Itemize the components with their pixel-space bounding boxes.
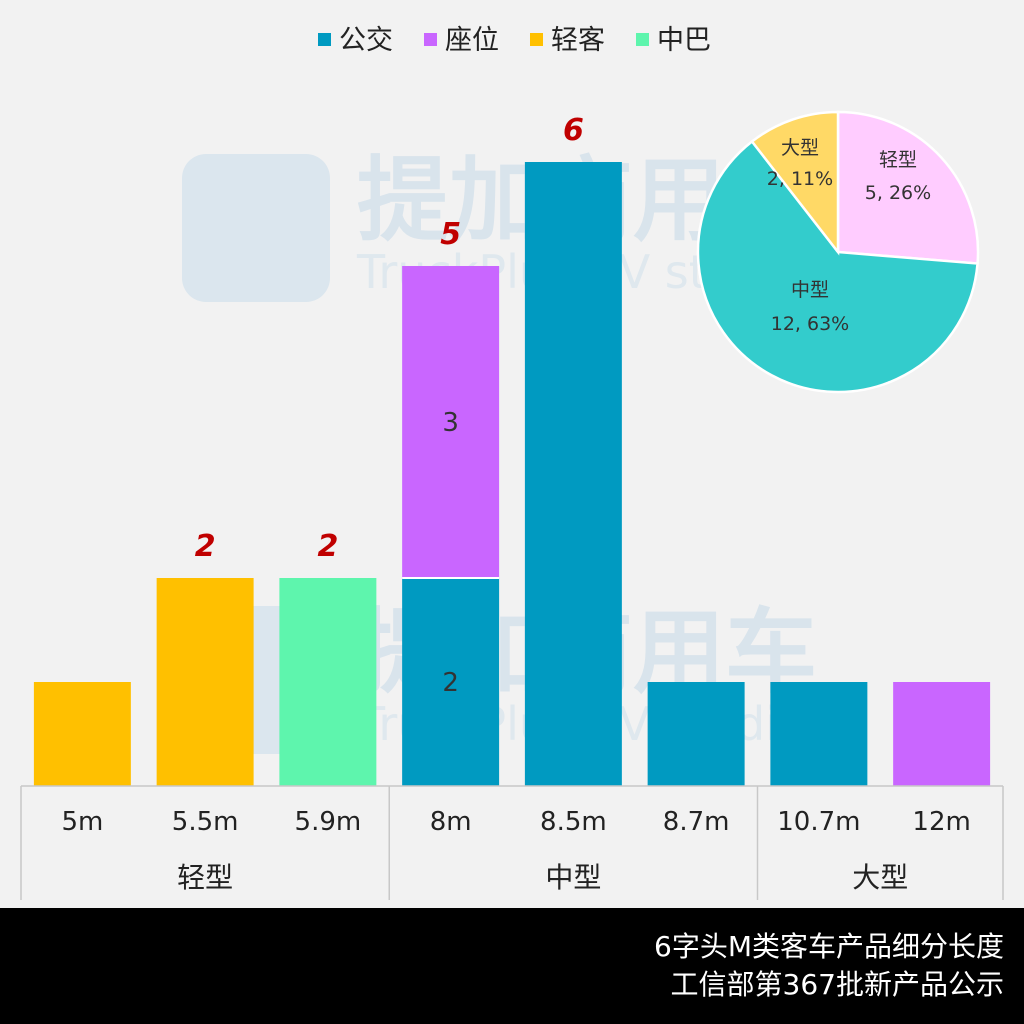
group-label: 轻型 xyxy=(177,861,233,894)
legend-swatch xyxy=(318,33,331,46)
bar-5.5m-轻客 xyxy=(156,578,254,786)
group-label: 中型 xyxy=(545,861,601,894)
pie-label-value: 2, 11% xyxy=(767,168,833,190)
total-label: 2 xyxy=(317,529,338,564)
legend-label: 公交 xyxy=(339,25,393,56)
pie-label-name: 轻型 xyxy=(879,149,917,171)
bar-8.7m-公交 xyxy=(647,682,745,786)
pie-slice-中型 xyxy=(696,139,979,394)
legend-label: 座位 xyxy=(445,25,499,56)
data-labels: 2 2 5 6 2 3 xyxy=(195,113,584,698)
bar-8m-公交 xyxy=(402,578,500,786)
pie-chart: 轻型 5, 26% 中型 12, 63% 大型 2, 11% xyxy=(696,110,980,394)
legend-swatch xyxy=(424,33,437,46)
footer: 6字头M类客车产品细分长度 工信部第367批新产品公示 xyxy=(0,908,1024,1024)
pie-label-name: 中型 xyxy=(791,279,829,301)
category-axis: 5m 5.5m 5.9m 8m 8.5m 8.7m 10.7m 12m 轻型 中型 大型 xyxy=(20,785,1004,900)
group-label: 大型 xyxy=(852,861,908,894)
tick-label: 5.5m xyxy=(172,807,239,837)
legend-swatch xyxy=(530,33,543,46)
segment-label: 3 xyxy=(442,408,459,438)
segment-label: 2 xyxy=(442,668,459,698)
tick-label: 8.5m xyxy=(540,807,607,837)
pie-slice-轻型 xyxy=(836,110,980,265)
pie-label-name: 大型 xyxy=(781,137,819,159)
legend-swatch xyxy=(636,33,649,46)
bar-8m-座位 xyxy=(402,266,500,578)
footer-title: 6字头M类客车产品细分长度 xyxy=(654,930,1004,963)
footer-subtitle: 工信部第367批新产品公示 xyxy=(670,968,1004,1001)
tick-label: 10.7m xyxy=(777,807,860,837)
legend-label: 中巴 xyxy=(657,25,711,56)
pie-label-value: 5, 26% xyxy=(865,182,931,204)
watermark-logo xyxy=(182,154,330,302)
bar-5.9m-中巴 xyxy=(279,578,377,786)
pie-label-value: 12, 63% xyxy=(771,313,850,335)
legend: 公交 座位 轻客 中巴 xyxy=(318,25,711,56)
tick-label: 5m xyxy=(61,807,103,837)
tick-label: 8.7m xyxy=(663,807,730,837)
tick-label: 12m xyxy=(912,807,970,837)
bar-8.5m-公交 xyxy=(524,162,622,786)
tick-label: 5.9m xyxy=(295,807,362,837)
bar-10.7m-公交 xyxy=(770,682,868,786)
pie-slice-大型 xyxy=(750,110,840,256)
total-label: 2 xyxy=(195,529,216,564)
legend-label: 轻客 xyxy=(551,25,605,56)
bars xyxy=(33,162,991,786)
total-label: 5 xyxy=(440,217,461,252)
tick-label: 8m xyxy=(430,807,472,837)
chart: 提加商用车TruckPlus CV studio提加商用车TruckPlus C… xyxy=(20,25,1004,900)
bar-12m-座位 xyxy=(893,682,991,786)
total-label: 6 xyxy=(563,113,584,148)
bar-5m-轻客 xyxy=(33,682,131,786)
